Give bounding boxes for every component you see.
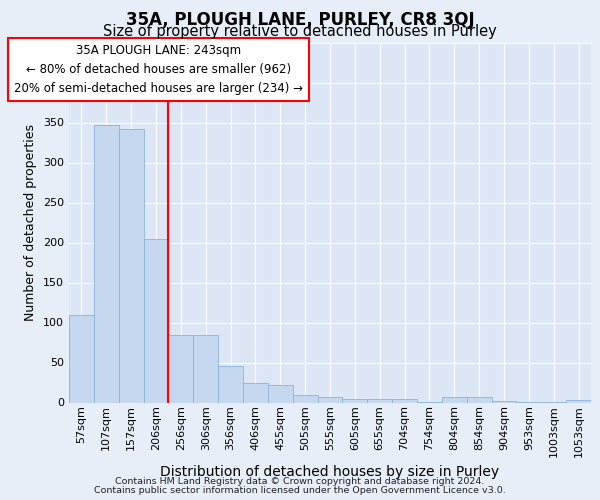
Text: 35A, PLOUGH LANE, PURLEY, CR8 3QJ: 35A, PLOUGH LANE, PURLEY, CR8 3QJ bbox=[125, 11, 475, 29]
Bar bbox=[243, 384, 268, 402]
Bar bbox=[317, 397, 343, 402]
Y-axis label: Number of detached properties: Number of detached properties bbox=[25, 124, 37, 321]
Text: 35A PLOUGH LANE: 243sqm
← 80% of detached houses are smaller (962)
20% of semi-d: 35A PLOUGH LANE: 243sqm ← 80% of detache… bbox=[14, 44, 303, 95]
Bar bbox=[169, 336, 193, 402]
Bar bbox=[119, 129, 143, 402]
Bar bbox=[367, 398, 392, 402]
Bar bbox=[491, 401, 517, 402]
Text: Contains HM Land Registry data © Crown copyright and database right 2024.: Contains HM Land Registry data © Crown c… bbox=[115, 477, 485, 486]
Bar bbox=[566, 400, 591, 402]
X-axis label: Distribution of detached houses by size in Purley: Distribution of detached houses by size … bbox=[160, 466, 500, 479]
Bar bbox=[218, 366, 243, 403]
Bar bbox=[467, 397, 491, 402]
Bar bbox=[293, 396, 317, 402]
Bar bbox=[392, 398, 417, 402]
Bar bbox=[343, 398, 367, 402]
Bar bbox=[69, 314, 94, 402]
Bar bbox=[94, 125, 119, 402]
Bar bbox=[143, 240, 169, 402]
Text: Contains public sector information licensed under the Open Government Licence v3: Contains public sector information licen… bbox=[94, 486, 506, 495]
Bar bbox=[268, 385, 293, 402]
Bar bbox=[442, 397, 467, 402]
Bar bbox=[193, 336, 218, 402]
Text: Size of property relative to detached houses in Purley: Size of property relative to detached ho… bbox=[103, 24, 497, 39]
